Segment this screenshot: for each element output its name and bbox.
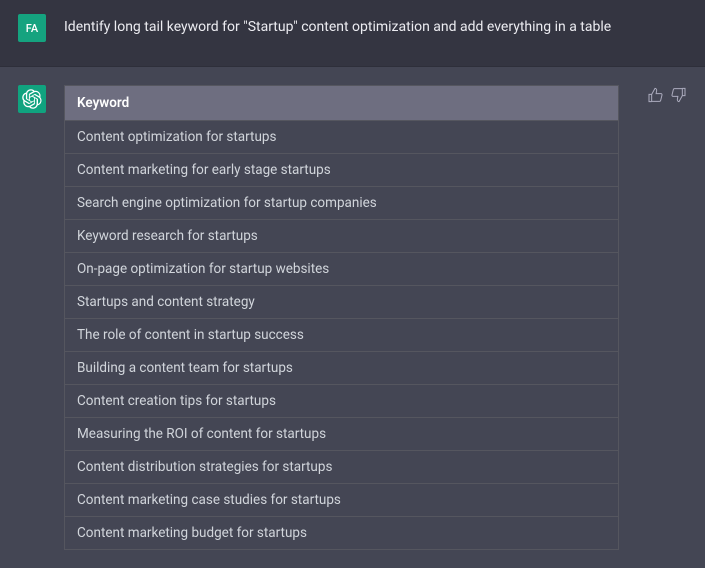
table-cell: Content distribution strategies for star… bbox=[65, 451, 619, 484]
table-row: Search engine optimization for startup c… bbox=[65, 187, 619, 220]
feedback-actions bbox=[637, 85, 687, 550]
openai-logo-icon bbox=[22, 89, 42, 109]
table-cell: Startups and content strategy bbox=[65, 286, 619, 319]
thumbs-down-icon[interactable] bbox=[671, 87, 687, 103]
table-row: Content marketing case studies for start… bbox=[65, 484, 619, 517]
assistant-content: Keyword Content optimization for startup… bbox=[64, 85, 619, 550]
table-row: Content optimization for startups bbox=[65, 121, 619, 154]
table-cell: Content creation tips for startups bbox=[65, 385, 619, 418]
table-cell: On-page optimization for startup website… bbox=[65, 253, 619, 286]
table-cell: Measuring the ROI of content for startup… bbox=[65, 418, 619, 451]
keyword-table: Keyword Content optimization for startup… bbox=[64, 85, 619, 550]
assistant-message-row: Keyword Content optimization for startup… bbox=[0, 67, 705, 568]
user-avatar: FA bbox=[18, 14, 46, 42]
assistant-avatar bbox=[18, 85, 46, 113]
table-cell: Content marketing case studies for start… bbox=[65, 484, 619, 517]
keyword-table-wrap: Keyword Content optimization for startup… bbox=[64, 85, 619, 550]
table-row: On-page optimization for startup website… bbox=[65, 253, 619, 286]
table-cell: Content optimization for startups bbox=[65, 121, 619, 154]
table-row: Content marketing budget for startups bbox=[65, 517, 619, 550]
user-message-row: FA Identify long tail keyword for "Start… bbox=[0, 0, 705, 67]
thumbs-up-icon[interactable] bbox=[647, 87, 663, 103]
table-row: Content creation tips for startups bbox=[65, 385, 619, 418]
table-cell: The role of content in startup success bbox=[65, 319, 619, 352]
table-row: Startups and content strategy bbox=[65, 286, 619, 319]
table-cell: Content marketing budget for startups bbox=[65, 517, 619, 550]
table-header-row: Keyword bbox=[65, 86, 619, 121]
table-row: Building a content team for startups bbox=[65, 352, 619, 385]
table-row: Content distribution strategies for star… bbox=[65, 451, 619, 484]
table-row: The role of content in startup success bbox=[65, 319, 619, 352]
table-header-cell: Keyword bbox=[65, 86, 619, 121]
user-avatar-initials: FA bbox=[26, 22, 38, 35]
table-cell: Content marketing for early stage startu… bbox=[65, 154, 619, 187]
table-cell: Keyword research for startups bbox=[65, 220, 619, 253]
table-cell: Building a content team for startups bbox=[65, 352, 619, 385]
table-row: Keyword research for startups bbox=[65, 220, 619, 253]
user-message-text: Identify long tail keyword for "Startup"… bbox=[64, 14, 611, 42]
table-cell: Search engine optimization for startup c… bbox=[65, 187, 619, 220]
table-row: Measuring the ROI of content for startup… bbox=[65, 418, 619, 451]
table-row: Content marketing for early stage startu… bbox=[65, 154, 619, 187]
